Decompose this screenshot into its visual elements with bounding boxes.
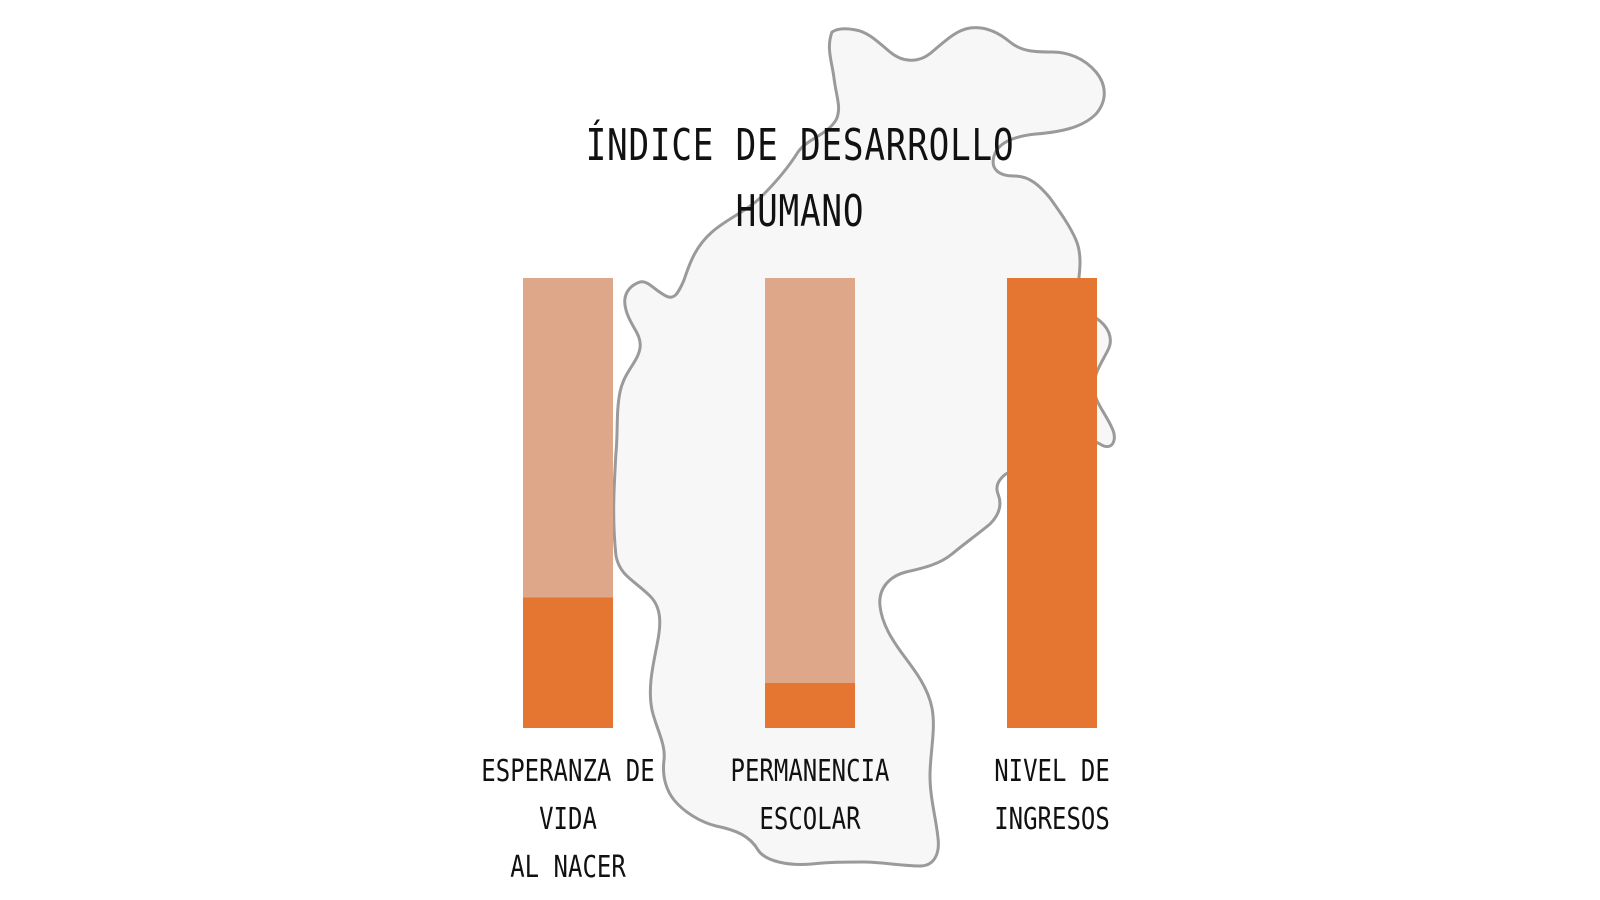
bar-value-income-level	[1007, 278, 1097, 728]
category-label-school-permanence: PERMANENCIA ESCOLAR	[706, 748, 914, 844]
category-label-income-level: NIVEL DE INGRESOS	[948, 748, 1156, 844]
category-label-life-expectancy: ESPERANZA DE VIDA AL NACER	[464, 748, 672, 892]
category-label-line: ESPERANZA DE VIDA	[481, 754, 655, 837]
category-label-line: ESCOLAR	[759, 802, 861, 837]
chart-title-line-1: ÍNDICE DE DESARROLLO	[585, 120, 1015, 171]
bar-value-life-expectancy	[523, 597, 613, 728]
map-region-shape	[612, 26, 1116, 868]
category-label-line: NIVEL DE INGRESOS	[994, 754, 1110, 837]
bar-track-school-permanence	[765, 278, 855, 728]
category-label-line: PERMANENCIA	[730, 754, 890, 789]
category-label-line: AL NACER	[510, 850, 626, 885]
chart-title-line-2: HUMANO	[735, 186, 865, 237]
bar-value-school-permanence	[765, 683, 855, 728]
